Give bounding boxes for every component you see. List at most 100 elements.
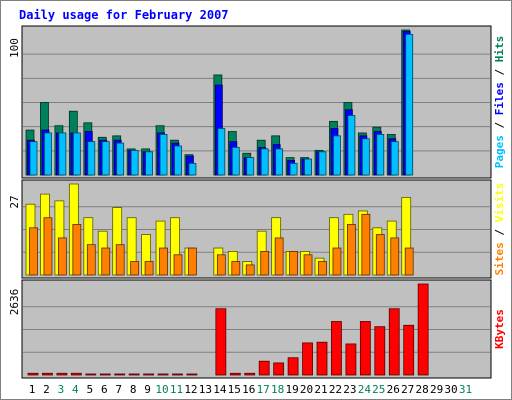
bar-pages-day-15 [231,147,240,176]
bar-sites-day-2 [43,217,53,276]
bar-sites-day-16 [245,264,255,276]
bar-pages-day-2 [44,132,52,176]
day-label-8: 8 [130,383,137,396]
legend-files: Files [493,82,506,115]
bar-sites-day-10 [159,247,168,276]
day-label-31: 31 [459,383,472,396]
panel-kbytes: 2636 KBytes [8,279,506,379]
day-label-20: 20 [300,383,313,396]
bar-pages-day-26 [390,141,399,176]
bar-sites-day-11 [173,254,183,276]
bar-sites-day-15 [231,261,241,276]
bar-kbytes-day-4 [70,372,82,376]
bar-sites-day-25 [375,234,385,276]
panel-legend: Sites / Visits [493,183,506,276]
day-label-4: 4 [72,383,79,396]
bar-sites-day-27 [404,247,414,276]
bar-kbytes-day-9 [143,373,155,376]
bar-kbytes-day-3 [56,372,68,376]
day-label-7: 7 [115,383,122,396]
bar-kbytes-day-14 [215,308,227,376]
bar-sites-day-12 [188,247,197,276]
bar-pages-day-24 [361,138,370,176]
bar-sites-day-19 [289,251,299,276]
bar-kbytes-day-23 [345,343,357,376]
bar-sites-day-20 [303,254,313,276]
bar-pages-day-9 [145,151,154,176]
bar-pages-day-19 [289,162,298,176]
bar-sites-day-4 [72,224,82,276]
bar-kbytes-day-28 [417,283,429,376]
bar-kbytes-day-17 [258,360,270,376]
day-label-10: 10 [155,383,168,396]
panel-hits-files-pages: 100 Pages / Files / Hits [8,25,506,179]
bar-kbytes-day-12 [186,373,198,376]
bar-kbytes-day-1 [27,372,39,376]
bar-pages-day-14 [217,128,226,176]
bar-sites-day-7 [115,244,125,276]
day-label-25: 25 [372,383,385,396]
day-label-17: 17 [257,383,270,396]
bar-pages-day-17 [260,148,269,176]
bar-pages-day-8 [130,149,139,176]
panel-legend: Pages / Files / Hits [493,36,506,169]
day-label-30: 30 [444,383,457,396]
bar-sites-day-22 [332,247,342,276]
bar-pages-day-10 [159,133,168,176]
bar-pages-day-21 [318,151,327,176]
legend-sites: Sites [493,242,506,275]
bar-pages-day-16 [246,157,255,176]
bar-kbytes-day-10 [157,373,169,376]
day-label-13: 13 [199,383,212,396]
panel-visits-sites: 27 Sites / Visits [8,179,506,279]
day-label-16: 16 [242,383,255,396]
bar-kbytes-day-26 [388,308,400,376]
legend-sep: / [493,62,506,82]
day-label-27: 27 [401,383,414,396]
bar-kbytes-day-20 [302,342,313,376]
bar-sites-day-14 [216,254,226,276]
day-label-24: 24 [358,383,372,396]
bar-kbytes-day-2 [42,372,53,376]
day-label-1: 1 [29,383,36,396]
bar-pages-day-5 [87,141,96,176]
bar-sites-day-26 [390,237,400,276]
bar-sites-day-8 [130,261,140,276]
bar-pages-day-27 [405,33,414,176]
legend-hits: Hits [493,36,506,63]
day-label-18: 18 [271,383,284,396]
bar-pages-day-18 [275,148,284,176]
bar-kbytes-day-27 [403,324,415,376]
chart-title: Daily usage for February 2007 [19,8,229,22]
bar-sites-day-6 [101,247,111,276]
bar-pages-day-22 [333,135,341,176]
day-label-23: 23 [343,383,356,396]
bar-kbytes-day-16 [244,372,256,376]
bar-sites-day-9 [144,261,154,276]
day-label-9: 9 [144,383,151,396]
day-label-12: 12 [184,383,197,396]
legend-sep: / [493,222,506,242]
bar-sites-day-5 [86,244,96,276]
day-label-3: 3 [58,383,65,396]
day-label-29: 29 [430,383,443,396]
bar-kbytes-day-18 [273,362,285,376]
bar-kbytes-day-15 [229,372,241,376]
day-label-22: 22 [329,383,342,396]
day-labels: 1 2 3 4 5 6 7 8 9 10 11 12 13 14 15 16 17 18 19 20 21 22 23 24 2… [29,383,472,396]
bar-sites-day-3 [58,237,67,276]
bar-kbytes-day-6 [99,373,111,376]
bar-pages-day-25 [376,133,385,176]
bar-kbytes-day-7 [114,373,126,376]
day-label-28: 28 [416,383,429,396]
panel-max-label: 27 [8,195,21,208]
bar-kbytes-day-21 [316,341,328,376]
day-label-26: 26 [387,383,400,396]
bar-kbytes-day-24 [359,321,371,376]
day-label-11: 11 [170,383,183,396]
bar-pages-day-11 [174,145,182,176]
day-label-5: 5 [86,383,93,396]
legend-kbytes: KBytes [493,309,506,349]
